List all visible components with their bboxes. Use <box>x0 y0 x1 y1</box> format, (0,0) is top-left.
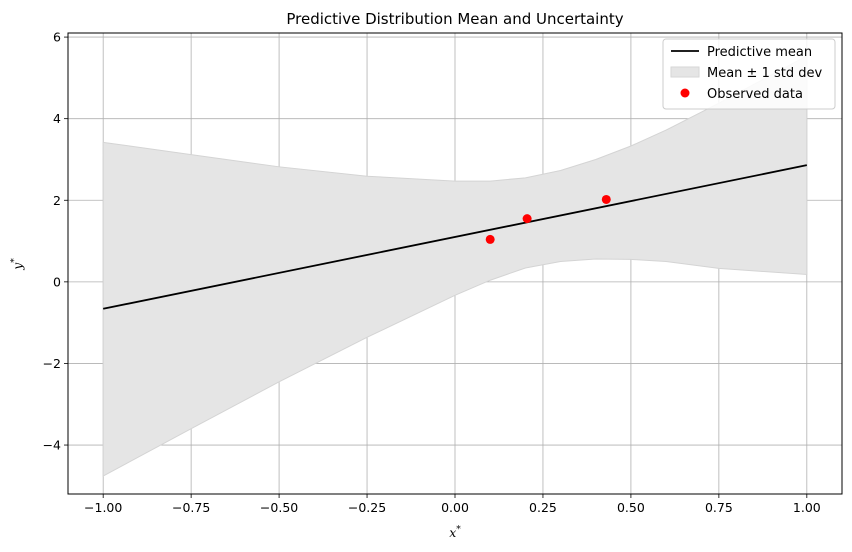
chart-title: Predictive Distribution Mean and Uncerta… <box>286 10 623 28</box>
legend-swatch-observed-data <box>680 88 690 98</box>
y-tick-label: −2 <box>43 356 61 371</box>
y-tick-label: 6 <box>53 30 61 45</box>
legend: Predictive mean Mean ± 1 std dev Observe… <box>662 38 836 110</box>
x-ticks: −1.00 −0.75 −0.50 −0.25 0.00 0.25 0.50 0.75 1.00 <box>84 494 821 515</box>
x-tick-label: 1.00 <box>793 500 821 515</box>
band-layer <box>102 55 808 477</box>
x-axis-label: x* <box>449 525 461 540</box>
observed-data-point <box>485 234 495 244</box>
legend-label-predictive-mean: Predictive mean <box>707 45 812 60</box>
x-tick-label: 0.25 <box>529 500 557 515</box>
x-tick-label: 0.00 <box>441 500 469 515</box>
x-tick-label: 0.75 <box>705 500 733 515</box>
y-tick-label: 0 <box>53 274 61 289</box>
std-dev-band <box>102 55 808 477</box>
x-tick-label: −0.50 <box>260 500 298 515</box>
legend-box <box>662 38 836 110</box>
y-tick-label: 2 <box>53 193 61 208</box>
y-tick-label: 4 <box>53 111 61 126</box>
x-tick-label: −1.00 <box>84 500 122 515</box>
y-tick-label: −4 <box>43 438 61 453</box>
x-tick-label: −0.25 <box>348 500 386 515</box>
predictive-mean-line <box>103 164 807 310</box>
x-tick-label: 0.50 <box>617 500 645 515</box>
x-tick-label: −0.75 <box>172 500 210 515</box>
y-axis-label: y* <box>10 258 25 271</box>
point-layer <box>485 194 611 244</box>
legend-label-observed-data: Observed data <box>707 87 803 102</box>
observed-data-point <box>522 214 532 224</box>
observed-data-point <box>601 194 611 204</box>
y-ticks: −4 −2 0 2 4 6 <box>43 30 68 453</box>
legend-swatch-band <box>670 66 700 78</box>
line-layer <box>103 164 807 310</box>
legend-label-std-band: Mean ± 1 std dev <box>707 66 822 81</box>
